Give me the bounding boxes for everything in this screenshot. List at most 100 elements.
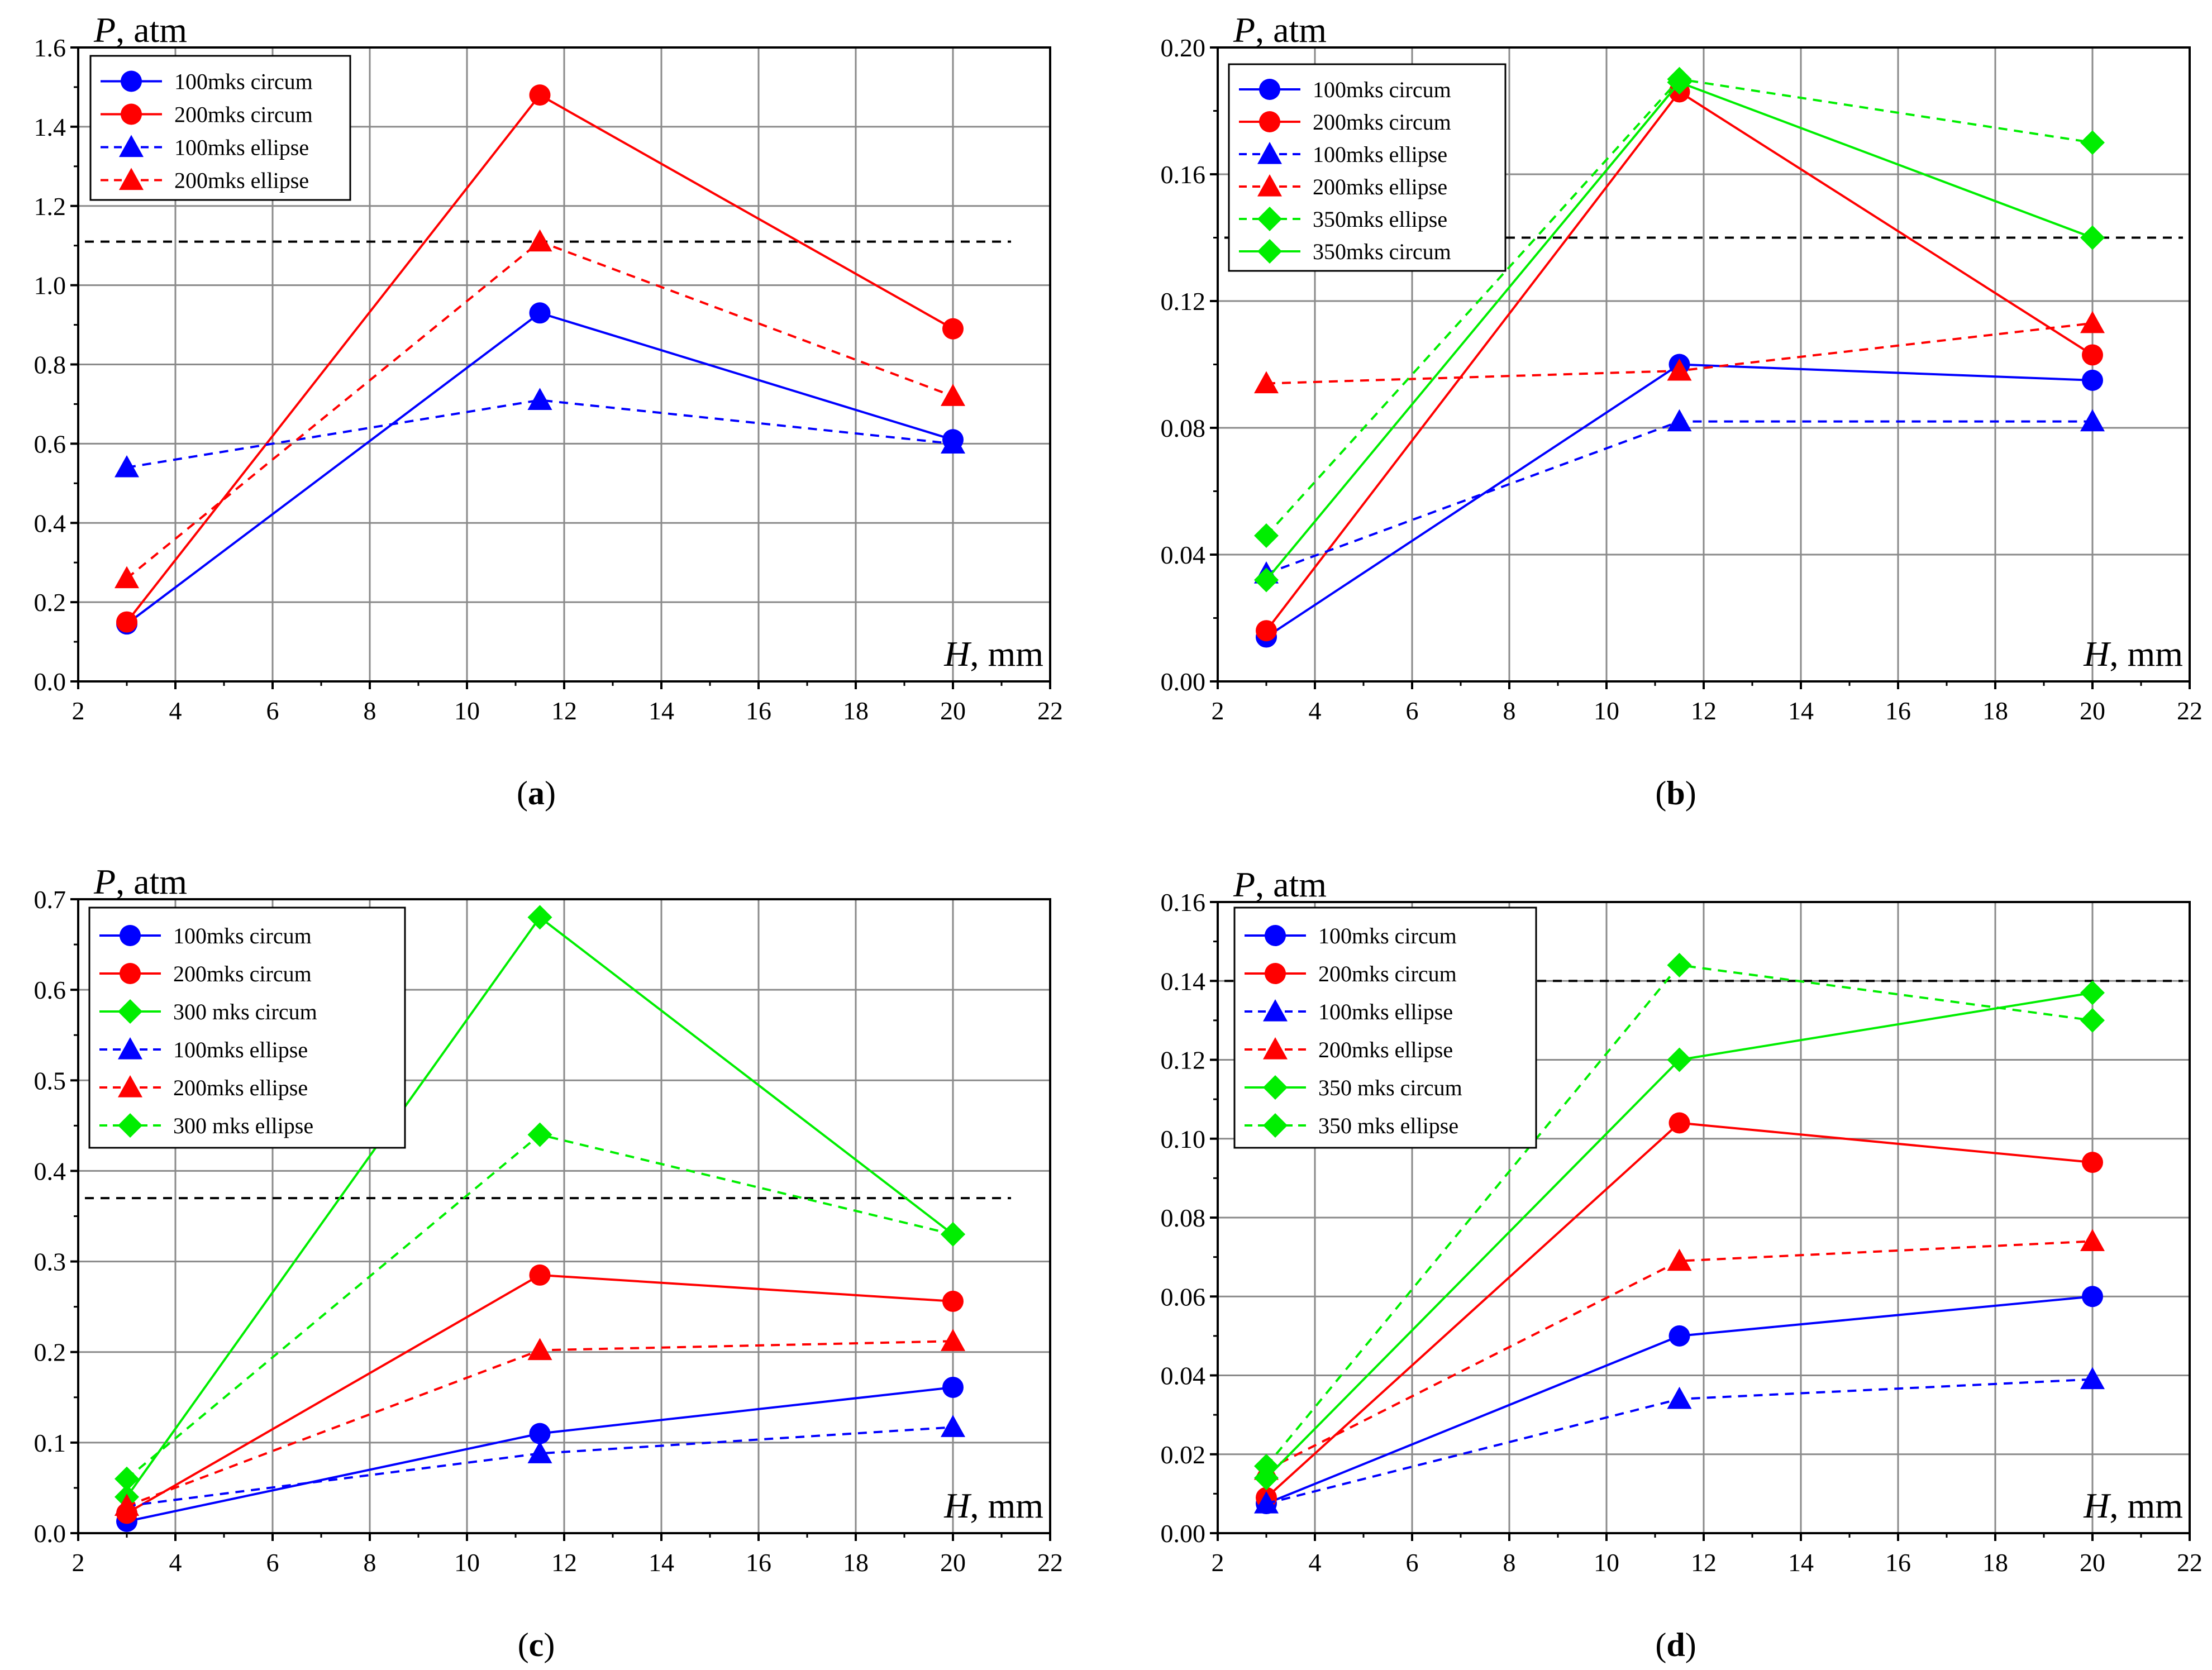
legend-label: 350 mks ellipse	[1318, 1113, 1458, 1138]
x-tick-label: 4	[169, 1548, 182, 1577]
panel-caption: (a)	[517, 775, 556, 812]
x-axis-symbol: H	[943, 1486, 972, 1525]
legend-marker	[120, 925, 141, 946]
series-line	[1265, 363, 2093, 638]
legend-marker	[119, 168, 144, 190]
legend-marker	[121, 103, 142, 125]
data-point	[1256, 620, 1277, 642]
y-tick-label: 0.02	[1161, 1440, 1206, 1469]
panel-b: 2 4 6 8 10 12 14 16 18 20 22 0.00 0.04 0.08 0.12 0.16 0.…	[1161, 10, 2203, 812]
caption-open-paren: (	[518, 1626, 529, 1663]
legend-box	[1228, 63, 1507, 272]
series-200mks-ellipse	[115, 229, 965, 589]
legend-marker	[1263, 1113, 1288, 1138]
y-tick-label: 0.12	[1161, 1046, 1206, 1075]
panel-caption: (b)	[1655, 775, 1696, 812]
x-axis-label: H, mm	[2083, 634, 2183, 674]
data-point	[2082, 1152, 2103, 1173]
y-tick-label: 0.0	[34, 667, 66, 696]
legend-marker	[121, 70, 142, 92]
y-tick-label: 0.0	[34, 1519, 66, 1548]
y-axis-symbol: P	[1233, 865, 1255, 904]
legend: 100mks circum 200mks circum 300 mks circum…	[88, 906, 406, 1149]
series-line	[126, 1426, 954, 1507]
legend-box	[88, 906, 406, 1149]
x-tick-label: 8	[1503, 1548, 1516, 1577]
x-tick-label: 20	[2080, 1548, 2105, 1577]
y-tick-label: 1.6	[34, 34, 66, 62]
x-axis-label: H, mm	[943, 634, 1043, 674]
data-point	[2080, 225, 2105, 250]
series-200mks-circum	[116, 84, 964, 633]
y-tick-label: 0.10	[1161, 1125, 1206, 1153]
y-tick-label: 0.6	[34, 430, 66, 458]
x-tick-label: 22	[2177, 1548, 2203, 1577]
legend: 100mks circum 200mks circum 100mks ellipse…	[1233, 906, 1537, 1149]
x-tick-label: 20	[940, 1548, 966, 1577]
x-tick-label: 12	[1691, 696, 1717, 725]
data-point	[1254, 1453, 1279, 1478]
series-line	[126, 1273, 954, 1515]
data-point	[115, 455, 139, 478]
y-tick-label: 0.12	[1161, 287, 1206, 316]
legend-marker	[1263, 999, 1288, 1022]
data-point	[941, 431, 965, 454]
x-tick-label: 4	[169, 696, 182, 725]
series-100mks-circum	[1256, 354, 2103, 648]
data-point	[1668, 1112, 1690, 1134]
data-point	[529, 1423, 551, 1444]
series-line	[126, 312, 954, 625]
series-200mks-ellipse	[115, 1329, 965, 1516]
x-tick-label: 18	[843, 696, 869, 725]
x-tick-label: 8	[364, 696, 376, 725]
series-350mks-circum	[1254, 70, 2105, 593]
x-tick-label: 10	[1594, 696, 1619, 725]
legend-label: 100mks ellipse	[1313, 142, 1447, 167]
legend-box	[1233, 906, 1537, 1149]
caption-open-paren: (	[1655, 775, 1666, 812]
x-tick-label: 20	[2080, 696, 2105, 725]
y-tick-label: 0.14	[1161, 967, 1206, 995]
data-point	[1668, 1325, 1690, 1347]
x-tick-label: 8	[364, 1548, 376, 1577]
legend-marker	[118, 1037, 142, 1060]
caption-letter: a	[528, 775, 545, 812]
x-tick-label: 4	[1309, 1548, 1322, 1577]
x-tick-label: 18	[1982, 696, 2008, 725]
legend-label: 350mks circum	[1313, 239, 1451, 264]
legend-marker	[118, 999, 142, 1024]
y-tick-label: 0.2	[34, 588, 66, 617]
x-tick-label: 10	[454, 1548, 480, 1577]
legend-marker	[1259, 111, 1280, 132]
x-tick-label: 10	[454, 696, 480, 725]
x-tick-label: 6	[1406, 696, 1419, 725]
data-point	[527, 1441, 552, 1463]
series-100mks-ellipse	[1254, 1367, 2105, 1514]
data-point	[115, 566, 139, 589]
x-tick-label: 12	[551, 1548, 577, 1577]
data-point	[2080, 409, 2105, 432]
legend-marker	[118, 1113, 142, 1138]
y-tick-label: 1.2	[34, 192, 66, 221]
legend-marker	[1263, 1075, 1288, 1100]
data-point	[2080, 1367, 2105, 1390]
series-100mks-ellipse	[1254, 409, 2105, 584]
legend-marker	[1257, 174, 1282, 197]
legend-label: 350mks ellipse	[1313, 207, 1447, 232]
legend-label: 200mks circum	[173, 961, 312, 986]
series-line	[1265, 1122, 2093, 1499]
legend-label: 200mks circum	[1313, 109, 1451, 135]
legend-label: 100mks ellipse	[1318, 999, 1453, 1024]
caption-letter: c	[529, 1626, 544, 1663]
data-point	[1667, 953, 1692, 977]
y-tick-label: 0.08	[1161, 1204, 1206, 1232]
caption-open-paren: (	[1655, 1626, 1666, 1663]
y-axis-label: P, atm	[1233, 865, 1327, 904]
data-point	[115, 1466, 139, 1491]
x-tick-label: 12	[551, 696, 577, 725]
legend-marker	[118, 1075, 142, 1098]
x-tick-label: 22	[2177, 696, 2203, 725]
legend-label: 100mks circum	[174, 69, 313, 94]
x-tick-label: 12	[1691, 1548, 1717, 1577]
